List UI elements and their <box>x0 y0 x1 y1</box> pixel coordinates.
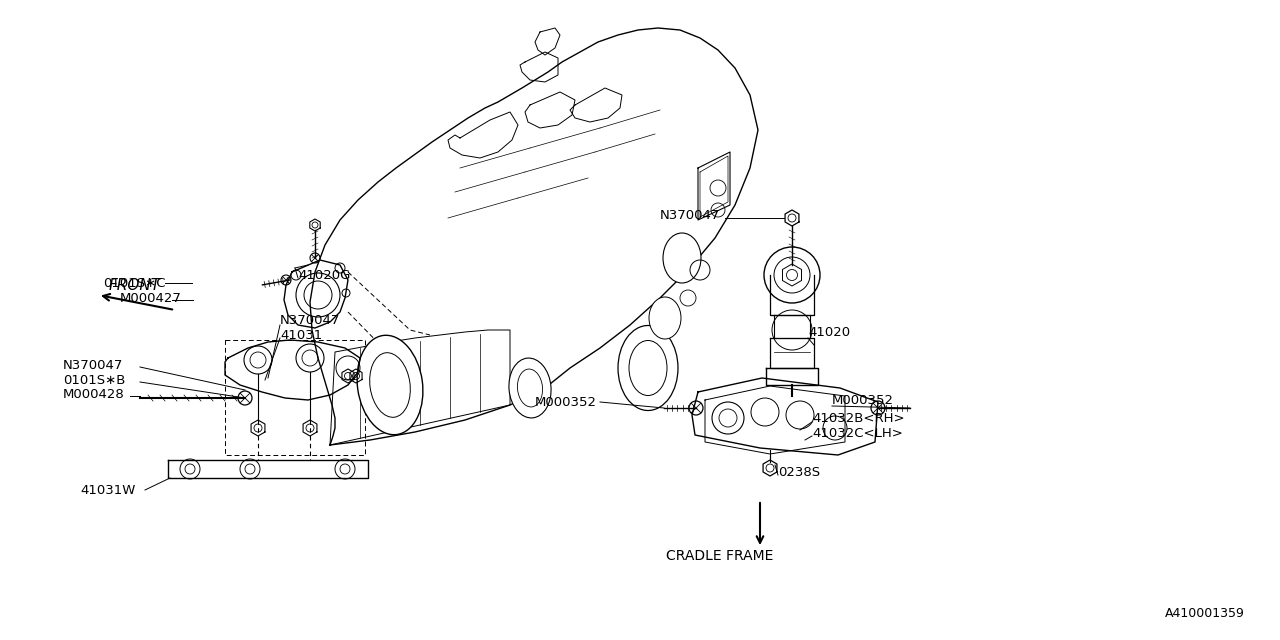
Ellipse shape <box>517 369 543 407</box>
Text: 41031W: 41031W <box>81 483 136 497</box>
Text: N370047: N370047 <box>660 209 721 221</box>
Text: 0101S∗C: 0101S∗C <box>102 276 165 289</box>
Text: 41020G: 41020G <box>298 269 351 282</box>
Text: A410001359: A410001359 <box>1165 607 1245 620</box>
Text: 41032C<LH>: 41032C<LH> <box>812 426 902 440</box>
Text: M000428: M000428 <box>63 387 124 401</box>
Ellipse shape <box>370 353 411 417</box>
Text: 0101S∗B: 0101S∗B <box>63 374 125 387</box>
Text: M000427: M000427 <box>120 291 182 305</box>
Text: CRADLE FRAME: CRADLE FRAME <box>667 549 773 563</box>
Ellipse shape <box>649 297 681 339</box>
Text: M000352: M000352 <box>832 394 893 406</box>
Text: 0238S: 0238S <box>778 465 820 479</box>
Ellipse shape <box>663 233 701 283</box>
Ellipse shape <box>618 326 678 410</box>
Text: FRONT: FRONT <box>109 278 161 292</box>
Ellipse shape <box>628 340 667 396</box>
Text: N370047: N370047 <box>63 358 123 371</box>
Text: 41031: 41031 <box>280 328 323 342</box>
Text: N370047: N370047 <box>280 314 340 326</box>
Text: 41020: 41020 <box>808 326 850 339</box>
Text: 41032B<RH>: 41032B<RH> <box>812 412 905 424</box>
Ellipse shape <box>357 335 422 435</box>
Text: M000352: M000352 <box>535 396 596 408</box>
Ellipse shape <box>509 358 552 418</box>
